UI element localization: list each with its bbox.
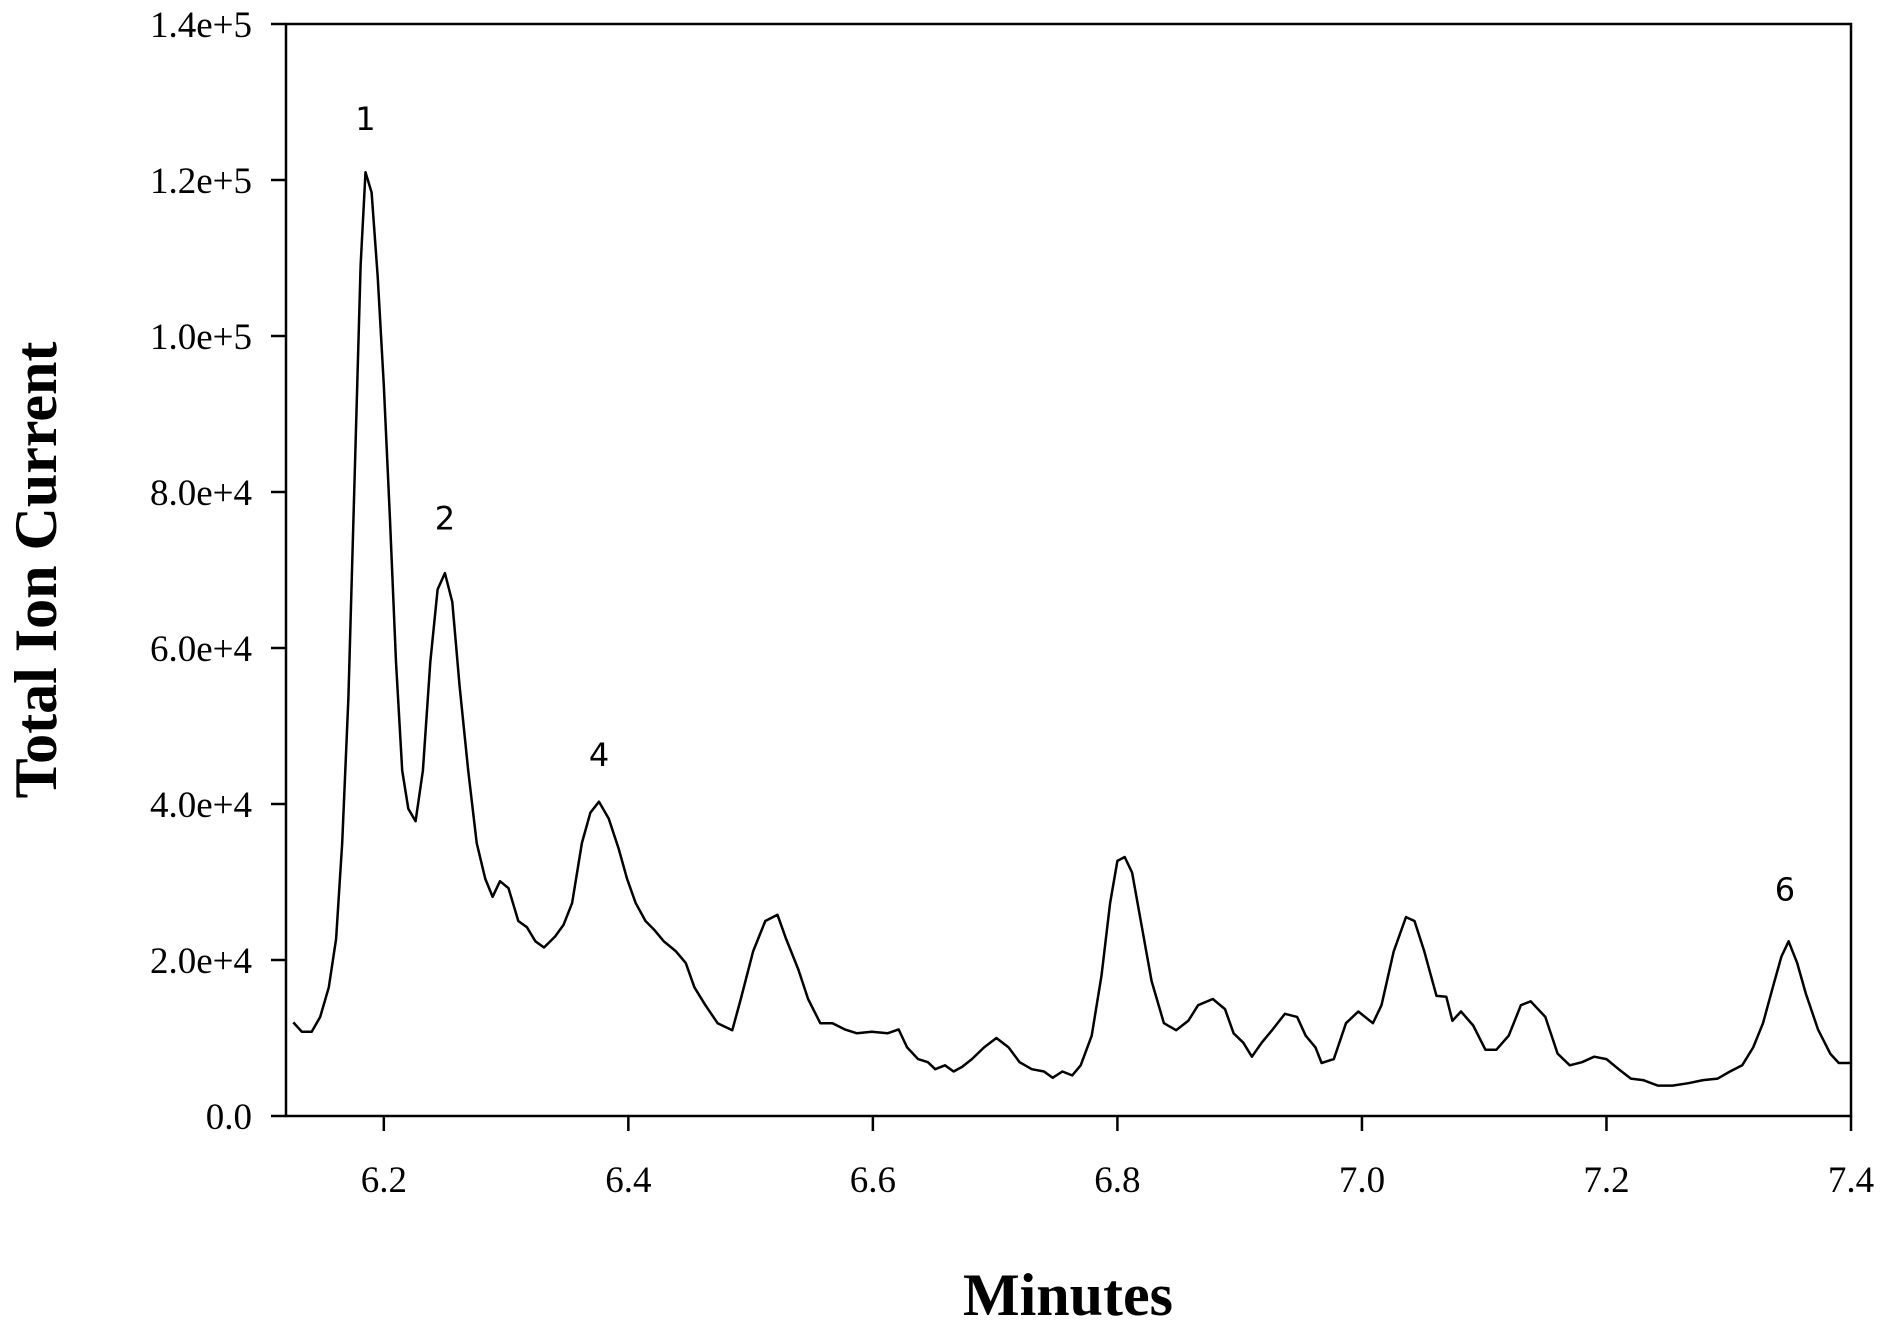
x-tick-label: 6.8	[1094, 1160, 1140, 1201]
peak-annotation: 1	[355, 100, 375, 138]
y-tick-label: 0.0	[206, 1097, 252, 1138]
x-tick-label: 6.2	[361, 1160, 407, 1201]
x-tick-label: 7.2	[1583, 1160, 1629, 1201]
peak-annotation: 6	[1775, 871, 1795, 909]
line-series	[292, 170, 1851, 1087]
peak-annotation: 2	[435, 499, 455, 537]
y-tick-label: 1.2e+5	[150, 161, 252, 202]
peak-annotation: 4	[589, 736, 609, 774]
x-tick-label: 7.4	[1828, 1160, 1874, 1201]
y-tick-label: 4.0e+4	[150, 785, 252, 826]
y-tick-label: 8.0e+4	[150, 473, 252, 514]
x-tick-label: 7.0	[1339, 1160, 1385, 1201]
plot-frame	[284, 22, 1853, 1118]
y-tick-label: 1.0e+5	[150, 317, 252, 358]
x-axis-title: Minutes	[963, 1262, 1173, 1328]
y-tick-label: 6.0e+4	[150, 629, 252, 670]
y-axis-title: Total Ion Current	[3, 342, 69, 799]
x-tick-label: 6.4	[605, 1160, 651, 1201]
y-tick-label: 2.0e+4	[150, 941, 252, 982]
y-tick-label: 1.4e+5	[150, 5, 252, 46]
x-tick-label: 6.6	[850, 1160, 896, 1201]
